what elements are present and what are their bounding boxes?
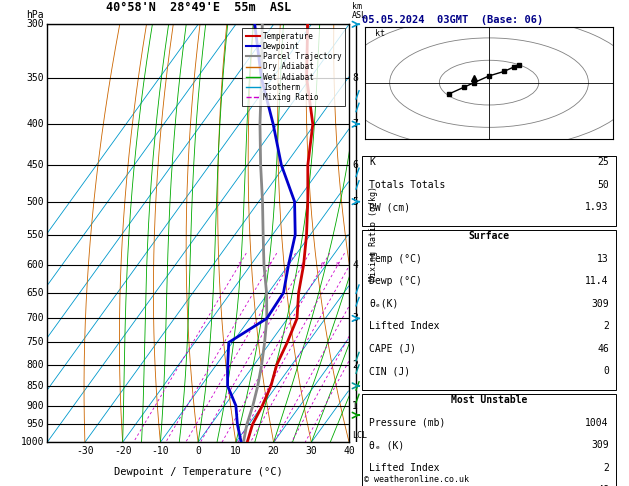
Text: LCL: LCL (352, 432, 367, 440)
Bar (362, 394, 616, 486)
Text: 6: 6 (352, 160, 358, 170)
Text: 46: 46 (597, 485, 609, 486)
Text: 40°58'N  28°49'E  55m  ASL: 40°58'N 28°49'E 55m ASL (106, 1, 291, 14)
Text: θₑ (K): θₑ (K) (369, 440, 404, 450)
Text: PW (cm): PW (cm) (369, 202, 411, 212)
Text: 2: 2 (268, 262, 272, 267)
Text: 309: 309 (591, 440, 609, 450)
Text: 1004: 1004 (585, 418, 609, 428)
Text: 700: 700 (26, 313, 44, 324)
Text: 450: 450 (26, 160, 44, 170)
Text: 8: 8 (336, 262, 340, 267)
Text: -30: -30 (76, 447, 94, 456)
Text: Mixing Ratio (g/kg): Mixing Ratio (g/kg) (369, 186, 378, 281)
Text: 1000: 1000 (21, 437, 44, 447)
Text: kt: kt (375, 29, 385, 38)
Text: Lifted Index: Lifted Index (369, 321, 440, 331)
Text: 800: 800 (26, 360, 44, 370)
Text: -10: -10 (152, 447, 169, 456)
Text: km
ASL: km ASL (352, 2, 367, 20)
Text: 8: 8 (352, 73, 358, 83)
Text: 25: 25 (597, 157, 609, 167)
Text: 7: 7 (352, 119, 358, 129)
Text: 1: 1 (352, 400, 358, 411)
Text: © weatheronline.co.uk: © weatheronline.co.uk (364, 474, 469, 484)
Text: 10: 10 (230, 447, 242, 456)
Text: Temp (°C): Temp (°C) (369, 254, 422, 264)
Text: CAPE (J): CAPE (J) (369, 485, 416, 486)
Text: 750: 750 (26, 337, 44, 347)
Text: 350: 350 (26, 73, 44, 83)
Text: -20: -20 (114, 447, 131, 456)
Text: K: K (369, 157, 375, 167)
Text: 400: 400 (26, 119, 44, 129)
Legend: Temperature, Dewpoint, Parcel Trajectory, Dry Adiabat, Wet Adiabat, Isotherm, Mi: Temperature, Dewpoint, Parcel Trajectory… (242, 28, 345, 105)
Text: 11.4: 11.4 (585, 277, 609, 286)
Text: 500: 500 (26, 197, 44, 207)
Text: CIN (J): CIN (J) (369, 366, 411, 376)
Text: 550: 550 (26, 230, 44, 240)
Text: 0: 0 (603, 366, 609, 376)
Text: 850: 850 (26, 381, 44, 391)
Text: Most Unstable: Most Unstable (451, 395, 527, 405)
Text: 6: 6 (321, 262, 325, 267)
Text: CAPE (J): CAPE (J) (369, 344, 416, 354)
Text: Surface: Surface (469, 231, 509, 242)
Bar (362, 156, 616, 226)
Text: 600: 600 (26, 260, 44, 270)
Text: 3: 3 (287, 262, 291, 267)
Bar (362, 230, 616, 390)
Text: 2: 2 (352, 360, 358, 370)
Text: 1: 1 (237, 262, 241, 267)
Text: 4: 4 (301, 262, 304, 267)
Text: Totals Totals: Totals Totals (369, 180, 446, 190)
Text: hPa: hPa (26, 10, 44, 20)
Text: 5: 5 (352, 197, 358, 207)
Text: 46: 46 (597, 344, 609, 354)
Text: 950: 950 (26, 419, 44, 430)
Text: 300: 300 (26, 19, 44, 29)
Text: Dewp (°C): Dewp (°C) (369, 277, 422, 286)
Text: 4: 4 (352, 260, 358, 270)
Text: Pressure (mb): Pressure (mb) (369, 418, 446, 428)
Text: 2: 2 (603, 321, 609, 331)
Text: 30: 30 (306, 447, 317, 456)
Text: 0: 0 (195, 447, 201, 456)
Text: Dewpoint / Temperature (°C): Dewpoint / Temperature (°C) (114, 468, 282, 477)
Text: 650: 650 (26, 288, 44, 298)
Text: 1.93: 1.93 (585, 202, 609, 212)
Text: Lifted Index: Lifted Index (369, 463, 440, 473)
Text: 50: 50 (597, 180, 609, 190)
Text: 40: 40 (343, 447, 355, 456)
Text: 13: 13 (597, 254, 609, 264)
Text: 05.05.2024  03GMT  (Base: 06): 05.05.2024 03GMT (Base: 06) (362, 15, 543, 25)
Text: 2: 2 (603, 463, 609, 473)
Text: 3: 3 (352, 313, 358, 324)
Text: θₑ(K): θₑ(K) (369, 299, 399, 309)
Text: 309: 309 (591, 299, 609, 309)
Text: 20: 20 (268, 447, 279, 456)
Text: 900: 900 (26, 400, 44, 411)
